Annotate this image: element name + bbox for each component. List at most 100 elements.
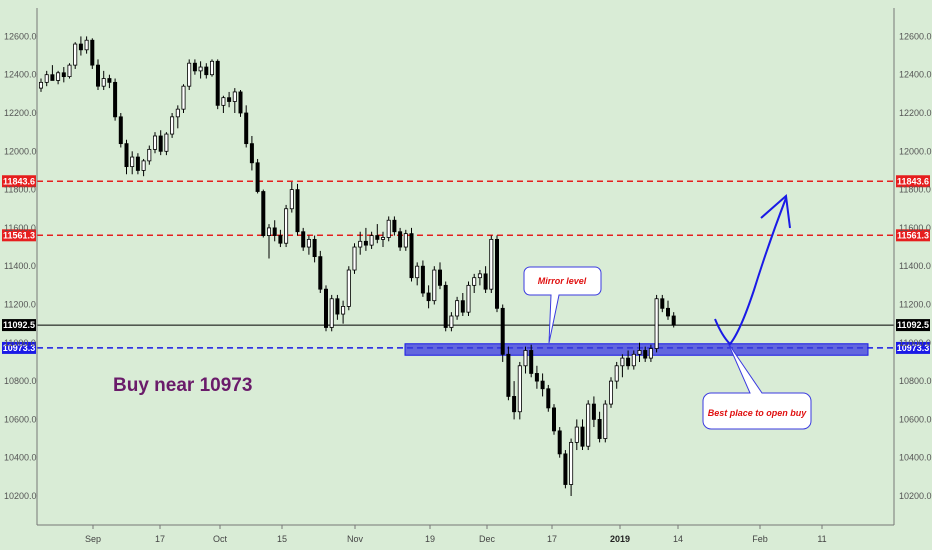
candle-body-up — [198, 66, 203, 72]
candle-body-down — [563, 453, 568, 485]
candle-body-up — [341, 306, 346, 315]
candle-body-up — [386, 219, 391, 238]
y-tick-label-right: 10200.0 — [899, 491, 932, 501]
candle-body-down — [124, 143, 129, 168]
candle-body-down — [244, 112, 249, 145]
candle-body-down — [272, 227, 277, 236]
x-tick-label: 15 — [277, 534, 287, 544]
y-tick-label-right: 12200.0 — [899, 108, 932, 118]
candle-body-up — [586, 403, 591, 447]
y-tick-label-right: 11600.0 — [899, 223, 931, 233]
y-tick-label-left: 12600.0 — [4, 31, 37, 41]
candle-body-down — [78, 43, 83, 51]
x-tick-label: 14 — [673, 534, 683, 544]
candle-body-up — [432, 269, 437, 302]
candle-body-up — [609, 380, 614, 405]
candle-body-up — [415, 265, 420, 279]
level-badge-left-text: 11843.6 — [3, 176, 35, 186]
y-tick-label-right: 11800.0 — [899, 185, 931, 195]
candle-body-up — [369, 235, 374, 246]
candle-body-up — [614, 365, 619, 382]
candle-body-up — [170, 116, 175, 135]
candle-body-up — [631, 353, 636, 367]
candle-body-down — [375, 235, 380, 240]
support-zone-rect — [404, 343, 869, 356]
y-tick-label-left: 11800.0 — [4, 185, 36, 195]
candle-body-down — [113, 81, 118, 118]
candle-body-up — [517, 365, 522, 413]
y-tick-label-right: 11200.0 — [899, 300, 931, 310]
level-badge-left-text: 11092.5 — [3, 320, 35, 330]
level-badge-right-text: 11092.5 — [897, 320, 929, 330]
candle-body-up — [289, 189, 294, 210]
candle-body-up — [101, 78, 106, 87]
level-badge-right-text: 10973.3 — [897, 343, 930, 353]
candle-body-up — [620, 357, 625, 367]
zone-layer — [404, 343, 869, 356]
mirror-callout-text: Mirror level — [538, 276, 587, 286]
candle-body-down — [443, 284, 448, 328]
candle-body-up — [175, 108, 180, 118]
candle-body-down — [460, 300, 465, 313]
candle-body-down — [204, 66, 209, 76]
candle-body-down — [540, 380, 545, 390]
candle-body-down — [238, 91, 243, 114]
y-tick-label-left: 11400.0 — [4, 261, 36, 271]
candle-body-up — [403, 233, 408, 248]
candle-body-up — [654, 298, 659, 349]
candle-body-up — [284, 208, 289, 244]
candle-body-up — [152, 135, 157, 150]
x-tick-label: 11 — [817, 534, 826, 544]
candle-body-up — [141, 160, 146, 171]
candle-body-down — [261, 191, 266, 236]
candle-body-up — [466, 284, 471, 313]
candle-body-down — [301, 231, 306, 248]
candle-body-up — [67, 64, 72, 78]
candle-body-down — [512, 396, 517, 413]
y-tick-label-left: 11600.0 — [4, 223, 36, 233]
level-badge-left — [2, 319, 36, 332]
candle-body-up — [164, 133, 169, 152]
level-badge-right — [896, 341, 930, 354]
x-tick-label: 17 — [155, 534, 165, 544]
candle-body-up — [44, 74, 49, 83]
candle-body-up — [306, 238, 311, 248]
candle-body-up — [73, 43, 78, 66]
candle-body-down — [643, 350, 648, 359]
y-tick-label-right: 12000.0 — [899, 146, 932, 156]
y-tick-label-left: 12000.0 — [4, 146, 37, 156]
candle-body-up — [477, 273, 482, 279]
candle-body-up — [637, 350, 642, 355]
level-badge-right — [896, 319, 930, 332]
candle-body-down — [278, 235, 283, 244]
candle-body-down — [626, 357, 631, 367]
candle-body-down — [392, 219, 397, 233]
level-badge-right — [896, 175, 930, 188]
candle-body-up — [84, 39, 89, 51]
projection-arrow — [714, 197, 787, 346]
candle-body-up — [449, 315, 454, 328]
candle-body-down — [107, 78, 112, 83]
buy-callout-text: Best place to open buy — [708, 408, 808, 418]
level-badge-right — [896, 229, 930, 242]
candle-body-down — [580, 426, 585, 447]
headline-text: Buy near 10973 — [113, 375, 252, 396]
candle-body-up — [648, 348, 653, 359]
candle-body-up — [569, 441, 574, 485]
x-tick-label: 2019 — [610, 534, 630, 544]
candle-body-down — [335, 298, 340, 315]
candle-body-down — [437, 269, 442, 286]
projection-arrowhead-icon — [760, 194, 791, 229]
candle-body-down — [50, 74, 55, 81]
candle-body-down — [597, 418, 602, 439]
candles-layer — [39, 36, 676, 496]
x-tick-label: Dec — [479, 534, 496, 544]
candle-body-down — [666, 307, 671, 317]
candle-body-down — [135, 156, 140, 171]
level-badge-left — [2, 229, 36, 242]
level-badge-left — [2, 341, 36, 354]
candle-body-up — [352, 246, 357, 271]
candle-body-down — [215, 60, 220, 106]
